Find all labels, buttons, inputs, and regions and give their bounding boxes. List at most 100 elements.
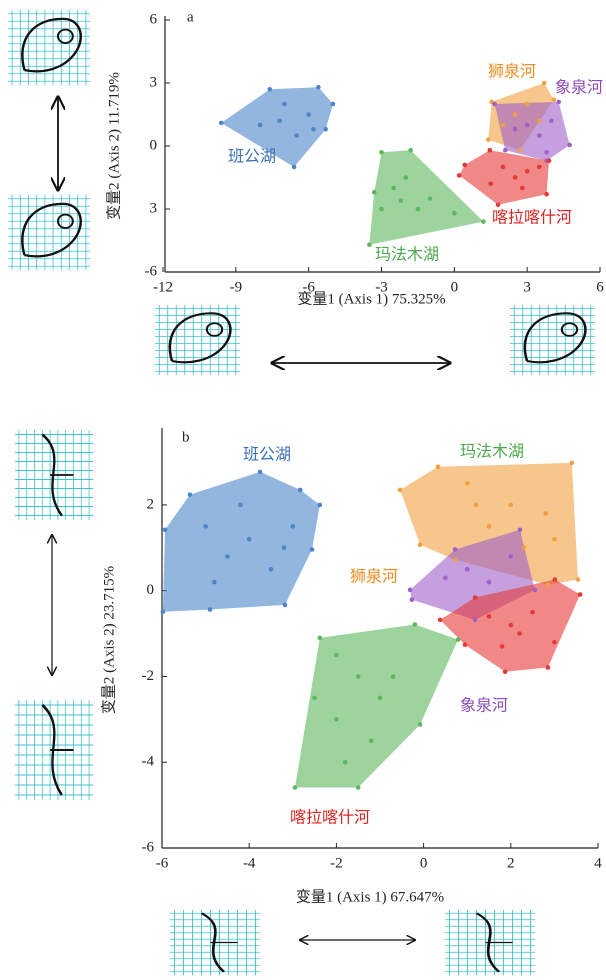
point [292,165,297,170]
point [576,577,581,582]
point [408,588,413,593]
point [537,133,542,138]
point [379,150,384,155]
point [188,492,193,497]
hull [459,150,549,205]
x-tick-label: -12 [153,279,173,295]
point [553,577,558,582]
point [312,696,317,701]
point [465,481,470,486]
point [379,207,384,212]
point [465,567,470,572]
point [546,665,551,670]
point [513,127,518,132]
point [487,614,492,619]
point [500,644,505,649]
point [487,524,492,529]
point [163,527,168,532]
x-tick-label: 4 [594,855,602,871]
point [522,545,527,550]
y-axis-label: 变量2 (Axis 2) 23.715% [100,566,117,714]
point [367,242,372,247]
point [530,610,535,615]
point [456,637,461,642]
point [518,527,523,532]
point [391,186,396,191]
point [488,182,493,187]
point [219,121,224,126]
point [486,137,491,142]
point [525,102,530,107]
y-tick-label: -6 [142,839,155,855]
point [544,192,549,197]
shape-icon [155,305,240,375]
point [247,537,252,542]
point [578,592,583,597]
point [474,503,479,508]
point [517,631,522,636]
point [291,524,296,529]
y-tick-label: -6 [145,263,158,279]
point [503,148,508,153]
point [532,588,537,593]
point [306,112,311,117]
shape-icon [170,910,260,975]
point [501,165,506,170]
point [509,503,514,508]
point [318,503,323,508]
y-tick-label: 0 [150,137,158,153]
point [208,607,213,612]
point [391,674,396,679]
point [356,785,361,790]
y-tick-label: 3 [150,200,158,216]
point [503,669,508,674]
point [277,119,282,124]
group-label: 狮泉河 [350,567,398,586]
point [311,127,316,132]
x-axis-label: 变量1 (Axis 1) 67.647% [296,888,444,905]
point [410,597,415,602]
shape-icon [15,430,93,520]
point [520,186,525,191]
point [418,722,423,727]
point [492,102,497,107]
point [496,203,501,208]
point [238,503,243,508]
group-label: 象泉河 [555,78,603,97]
x-axis-label: 变量1 (Axis 1) 75.325% [297,290,445,307]
point [334,653,339,658]
point [331,102,336,107]
point [356,674,361,679]
x-tick-label: -2 [330,855,343,871]
x-tick-label: -6 [156,855,169,871]
group-label: 喀拉喀什河 [492,208,572,227]
hull [295,625,458,788]
y-tick-label: -4 [142,754,155,770]
point [570,461,575,466]
y-axis-label: 变量2 (Axis 2) 11.719% [105,72,122,220]
point [269,567,274,572]
point [443,576,448,581]
point [413,622,418,627]
point [509,554,514,559]
point [453,547,458,552]
point [438,618,443,623]
point [408,148,413,153]
y-tick-label: 6 [150,11,158,27]
point [552,640,557,645]
point [225,554,230,559]
point [212,580,217,585]
point [547,158,552,163]
point [372,190,377,195]
point [556,100,561,105]
point [513,175,518,180]
point [453,558,458,563]
y-tick-label: 0 [147,582,155,598]
point [552,98,557,103]
point [525,169,530,174]
point [542,81,547,86]
page: 6303-6-12-9-6-3036变量1 (Axis 1) 75.325%变量… [0,0,606,980]
x-tick-label: 0 [420,855,428,871]
point [543,511,548,516]
